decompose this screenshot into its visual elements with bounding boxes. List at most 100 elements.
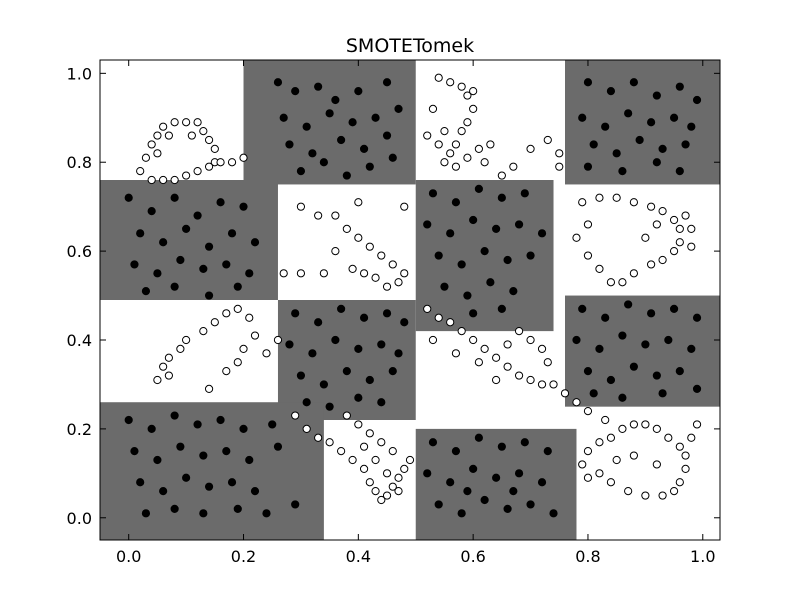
point-class-1-54 — [354, 233, 363, 242]
axes-frame — [99, 59, 721, 541]
point-class-1-164 — [652, 424, 661, 433]
point-class-0-120 — [583, 367, 593, 376]
point-class-1-151 — [354, 420, 363, 429]
x-tick-label-3: 0.6 — [460, 547, 485, 566]
decision-region-6 — [100, 402, 324, 540]
point-class-0-95 — [331, 335, 340, 345]
point-class-0-3 — [331, 95, 340, 105]
point-class-1-143 — [382, 491, 392, 500]
point-class-1-16 — [159, 175, 168, 185]
point-class-0-108 — [578, 304, 587, 313]
point-class-1-180 — [652, 460, 661, 469]
point-class-1-24 — [434, 73, 443, 82]
x-tick-label-2: 0.4 — [346, 547, 371, 566]
point-class-0-83 — [486, 278, 495, 287]
point-class-0-171 — [526, 500, 535, 509]
point-class-1-129 — [492, 375, 501, 385]
point-class-0-6 — [279, 113, 288, 122]
point-class-0-125 — [589, 389, 598, 398]
point-class-0-142 — [273, 442, 283, 451]
point-class-0-140 — [222, 447, 231, 456]
point-class-0-47 — [216, 198, 225, 207]
chart-title: SMOTETomek — [346, 35, 474, 57]
x-tick-label-0: 0.0 — [116, 547, 141, 566]
point-class-1-140 — [365, 478, 374, 487]
point-class-0-153 — [262, 509, 271, 518]
point-class-0-124 — [675, 367, 684, 376]
point-class-0-98 — [394, 349, 403, 358]
point-class-0-89 — [337, 304, 346, 313]
point-class-1-117 — [480, 344, 489, 353]
point-class-0-14 — [337, 135, 346, 145]
point-class-1-177 — [687, 433, 696, 442]
point-class-1-62 — [359, 269, 369, 278]
point-class-1-78 — [675, 238, 684, 247]
point-class-1-137 — [337, 447, 346, 456]
point-class-1-175 — [595, 469, 604, 478]
point-class-1-67 — [400, 202, 409, 211]
point-class-0-12 — [285, 140, 294, 149]
point-class-0-158 — [497, 442, 506, 451]
plot-area: 0.0 0.2 0.4 0.6 0.8 1.0 0.0 0.2 0.4 0.6 0.8 1.0 — [67, 59, 721, 566]
point-class-1-154 — [371, 455, 380, 465]
point-class-1-4 — [159, 122, 168, 131]
point-class-0-151 — [199, 509, 208, 518]
point-class-0-109 — [601, 313, 610, 322]
point-class-0-136 — [130, 447, 139, 456]
point-class-0-36 — [635, 135, 644, 145]
point-class-0-139 — [199, 451, 208, 460]
point-class-1-114 — [446, 318, 455, 327]
point-class-1-93 — [641, 233, 650, 242]
point-class-0-119 — [687, 344, 696, 353]
point-class-1-42 — [497, 171, 506, 180]
point-class-1-13 — [193, 167, 202, 176]
point-class-1-65 — [296, 269, 306, 278]
point-class-1-33 — [440, 158, 449, 167]
x-tick-label-4: 0.8 — [575, 547, 600, 566]
point-class-1-131 — [451, 349, 461, 358]
scatter-points — [124, 73, 702, 518]
point-class-0-135 — [268, 420, 277, 429]
point-class-0-160 — [543, 447, 552, 456]
point-class-0-2 — [314, 82, 323, 91]
point-class-1-58 — [400, 269, 409, 278]
point-class-0-31 — [647, 118, 656, 127]
point-class-1-92 — [652, 220, 661, 229]
point-class-0-133 — [216, 415, 225, 425]
point-class-1-119 — [503, 362, 512, 371]
point-class-1-83 — [618, 278, 627, 287]
point-class-1-21 — [153, 149, 162, 158]
point-class-1-74 — [647, 202, 656, 211]
point-class-0-172 — [549, 509, 558, 518]
point-class-0-102 — [365, 375, 374, 385]
point-class-0-167 — [434, 500, 443, 509]
point-class-1-132 — [428, 335, 438, 345]
point-class-0-150 — [170, 504, 179, 513]
point-class-1-23 — [187, 131, 196, 140]
point-class-0-0 — [273, 78, 283, 87]
point-class-0-21 — [388, 153, 397, 162]
point-class-0-67 — [474, 184, 483, 193]
point-class-1-2 — [147, 140, 156, 149]
point-class-0-41 — [652, 158, 661, 167]
point-class-1-130 — [474, 358, 483, 367]
point-class-0-148 — [250, 487, 260, 496]
point-class-0-104 — [302, 398, 311, 407]
point-class-0-20 — [365, 162, 374, 171]
point-class-1-73 — [629, 198, 638, 207]
point-class-0-106 — [354, 393, 363, 402]
y-tick-label-2: 0.4 — [67, 331, 92, 350]
point-class-0-163 — [469, 464, 478, 473]
point-class-0-44 — [147, 207, 156, 216]
point-class-1-108 — [204, 384, 214, 393]
point-class-0-118 — [664, 335, 673, 345]
point-class-1-139 — [359, 464, 369, 473]
point-class-0-165 — [514, 469, 524, 478]
point-class-1-17 — [147, 175, 156, 185]
point-class-0-138 — [176, 442, 185, 451]
point-class-0-46 — [193, 211, 202, 220]
point-class-1-112 — [423, 304, 432, 313]
point-class-0-129 — [124, 415, 133, 425]
point-class-1-12 — [204, 162, 214, 171]
point-class-0-81 — [440, 282, 449, 291]
